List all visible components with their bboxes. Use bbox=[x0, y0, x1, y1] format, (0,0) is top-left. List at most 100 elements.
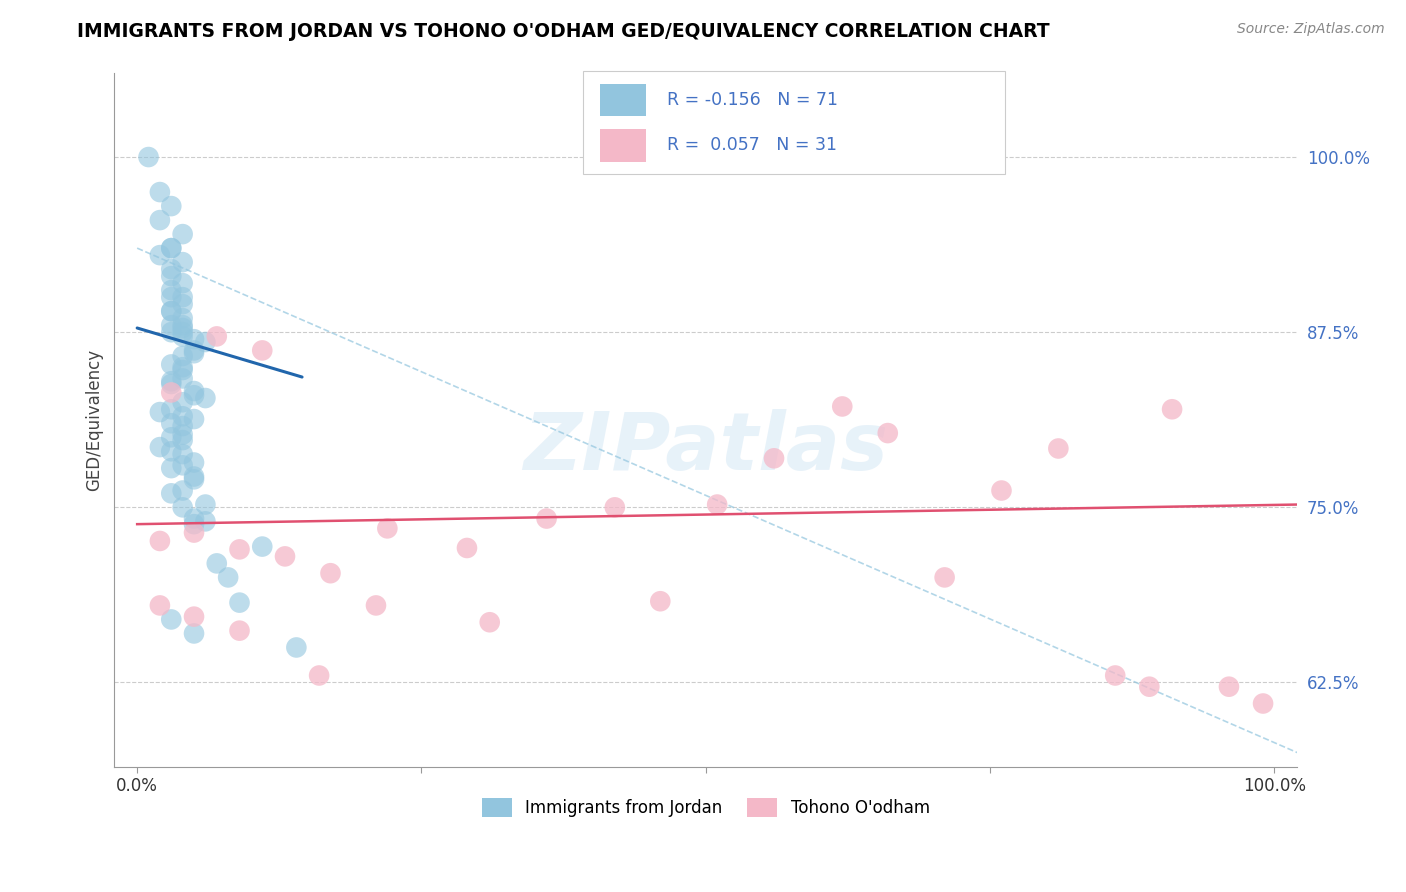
Point bbox=[217, 570, 239, 584]
Point bbox=[172, 371, 194, 385]
Point bbox=[160, 377, 183, 392]
Point bbox=[990, 483, 1012, 498]
Point bbox=[160, 430, 183, 444]
Point bbox=[763, 451, 786, 466]
Point bbox=[876, 426, 898, 441]
Point bbox=[183, 346, 205, 360]
Point bbox=[706, 498, 728, 512]
Point bbox=[183, 343, 205, 358]
Point bbox=[205, 557, 228, 571]
Point bbox=[319, 566, 342, 581]
Point bbox=[160, 385, 183, 400]
Point bbox=[160, 241, 183, 255]
Point bbox=[160, 444, 183, 458]
Text: IMMIGRANTS FROM JORDAN VS TOHONO O'ODHAM GED/EQUIVALENCY CORRELATION CHART: IMMIGRANTS FROM JORDAN VS TOHONO O'ODHAM… bbox=[77, 22, 1050, 41]
Point bbox=[650, 594, 672, 608]
Point bbox=[149, 440, 172, 454]
Text: R =  0.057   N = 31: R = 0.057 N = 31 bbox=[666, 136, 837, 154]
Point bbox=[149, 185, 172, 199]
Point bbox=[274, 549, 297, 564]
Point bbox=[478, 615, 501, 630]
Point bbox=[172, 483, 194, 498]
Point bbox=[1137, 680, 1160, 694]
Point bbox=[172, 433, 194, 447]
Point bbox=[194, 514, 217, 528]
Point bbox=[172, 395, 194, 409]
Point bbox=[228, 542, 250, 557]
Bar bbox=[600, 128, 645, 161]
Point bbox=[160, 612, 183, 626]
Point bbox=[138, 150, 160, 164]
Point bbox=[183, 469, 205, 483]
Point bbox=[194, 391, 217, 405]
Point bbox=[183, 456, 205, 470]
Point bbox=[1218, 680, 1240, 694]
Point bbox=[172, 349, 194, 363]
Point bbox=[172, 447, 194, 461]
Point bbox=[160, 402, 183, 417]
Point bbox=[183, 609, 205, 624]
Point bbox=[172, 276, 194, 290]
Point bbox=[160, 269, 183, 284]
Point bbox=[172, 311, 194, 326]
Legend: Immigrants from Jordan, Tohono O'odham: Immigrants from Jordan, Tohono O'odham bbox=[475, 791, 936, 824]
Point bbox=[228, 624, 250, 638]
Point bbox=[149, 533, 172, 548]
Point bbox=[149, 405, 172, 419]
Point bbox=[183, 412, 205, 426]
Point bbox=[183, 332, 205, 346]
Point bbox=[252, 540, 274, 554]
Point bbox=[160, 304, 183, 318]
Point bbox=[183, 511, 205, 525]
Point bbox=[603, 500, 626, 515]
Point bbox=[160, 486, 183, 500]
Point bbox=[172, 227, 194, 241]
Point bbox=[1104, 668, 1126, 682]
Point bbox=[172, 360, 194, 375]
Point bbox=[172, 297, 194, 311]
Point bbox=[160, 461, 183, 475]
Text: R = -0.156   N = 71: R = -0.156 N = 71 bbox=[666, 91, 838, 109]
Point bbox=[194, 334, 217, 349]
Point bbox=[149, 213, 172, 227]
Point bbox=[172, 419, 194, 434]
Point bbox=[149, 599, 172, 613]
FancyBboxPatch shape bbox=[583, 71, 1005, 174]
Point bbox=[160, 290, 183, 304]
Point bbox=[1251, 697, 1274, 711]
Point bbox=[364, 599, 387, 613]
Point bbox=[149, 248, 172, 262]
Point bbox=[536, 511, 558, 525]
Point bbox=[194, 498, 217, 512]
Point bbox=[456, 541, 478, 555]
Point bbox=[172, 290, 194, 304]
Point bbox=[160, 304, 183, 318]
Point bbox=[172, 255, 194, 269]
Point bbox=[160, 417, 183, 431]
Point bbox=[183, 388, 205, 402]
Point bbox=[377, 521, 399, 535]
Point bbox=[172, 500, 194, 515]
Point bbox=[252, 343, 274, 358]
Point bbox=[228, 596, 250, 610]
Point bbox=[172, 321, 194, 335]
Point bbox=[172, 363, 194, 377]
Point bbox=[172, 409, 194, 424]
Point bbox=[160, 374, 183, 388]
Point bbox=[160, 199, 183, 213]
Y-axis label: GED/Equivalency: GED/Equivalency bbox=[86, 349, 103, 491]
Point bbox=[308, 668, 330, 682]
Point bbox=[934, 570, 956, 584]
Point bbox=[172, 318, 194, 333]
Point bbox=[172, 325, 194, 339]
Bar bbox=[600, 84, 645, 117]
Point bbox=[205, 329, 228, 343]
Point bbox=[1161, 402, 1184, 417]
Point bbox=[183, 525, 205, 540]
Point bbox=[183, 517, 205, 532]
Point bbox=[172, 329, 194, 343]
Point bbox=[285, 640, 308, 655]
Point bbox=[160, 241, 183, 255]
Point bbox=[831, 400, 853, 414]
Point bbox=[160, 283, 183, 297]
